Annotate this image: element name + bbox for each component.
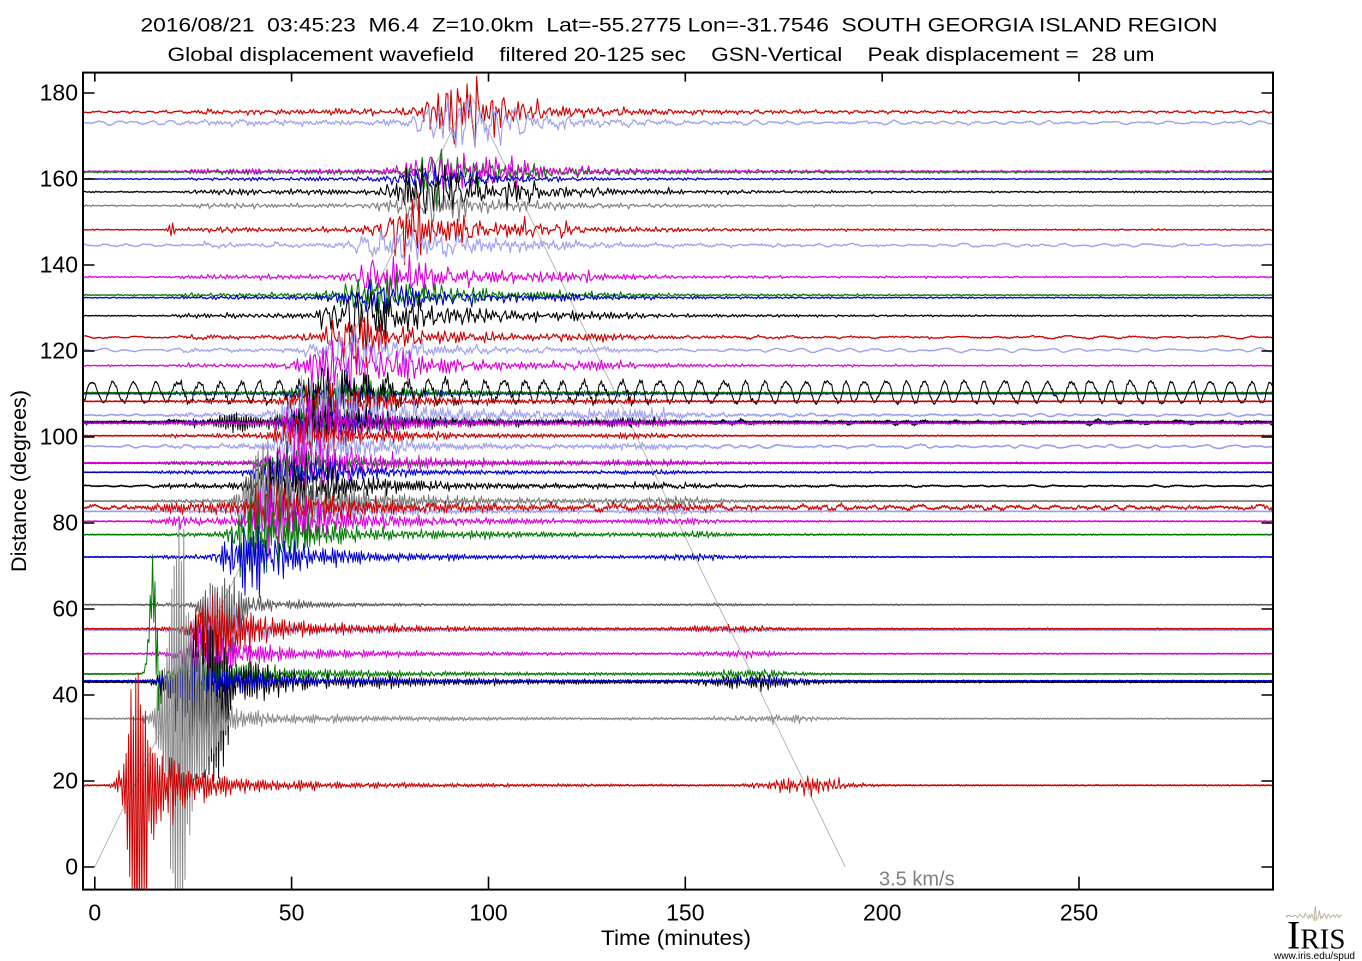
svg-text:www.iris.edu/spud: www.iris.edu/spud: [1273, 951, 1355, 961]
svg-text:0: 0: [88, 900, 101, 926]
svg-text:Distance (degrees): Distance (degrees): [8, 390, 31, 572]
svg-text:140: 140: [40, 252, 78, 278]
svg-text:40: 40: [52, 682, 78, 708]
svg-text:100: 100: [469, 900, 507, 926]
svg-text:20: 20: [52, 768, 78, 794]
svg-text:Global displacement wavefield: Global displacement wavefield filtered 2…: [168, 44, 1155, 66]
svg-text:180: 180: [40, 80, 78, 106]
svg-text:100: 100: [40, 424, 78, 450]
svg-text:200: 200: [863, 900, 901, 926]
svg-text:50: 50: [279, 900, 305, 926]
svg-text:3.5 km/s: 3.5 km/s: [879, 869, 955, 891]
svg-text:150: 150: [666, 900, 704, 926]
svg-text:80: 80: [52, 510, 78, 536]
svg-text:2016/08/21 03:45:23 M6.4 Z=: 2016/08/21 03:45:23 M6.4 Z=10.0km Lat=-5…: [141, 15, 1218, 37]
svg-text:0: 0: [65, 854, 78, 880]
svg-text:120: 120: [40, 338, 78, 364]
svg-text:Time (minutes): Time (minutes): [601, 927, 751, 950]
svg-text:60: 60: [52, 596, 78, 622]
svg-text:160: 160: [40, 166, 78, 192]
svg-text:250: 250: [1060, 900, 1098, 926]
